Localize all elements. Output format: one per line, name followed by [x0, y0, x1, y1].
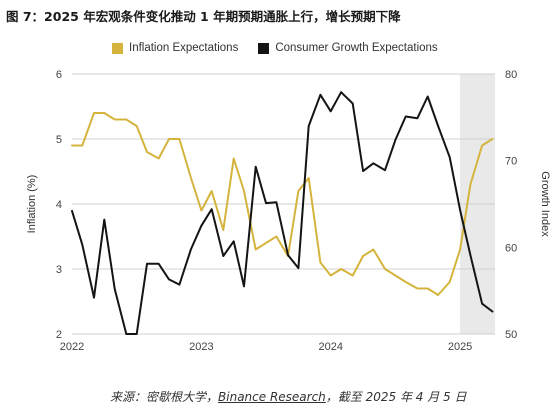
legend-item-growth: Consumer Growth Expectations — [258, 42, 438, 54]
x-tick-label-0: 2022 — [60, 341, 84, 353]
consumer-growth-expectations-line — [71, 91, 494, 335]
left-tick-label-2: 4 — [56, 199, 62, 211]
legend-item-inflation: Inflation Expectations — [112, 42, 238, 54]
left-tick-label-4: 6 — [56, 69, 62, 81]
right-tick-label-2: 70 — [505, 156, 517, 168]
left-tick-label-3: 5 — [56, 134, 62, 146]
legend-label-inflation: Inflation Expectations — [129, 42, 239, 54]
x-tick-label-2: 2024 — [318, 341, 342, 353]
inflation-expectations-line — [71, 112, 494, 296]
right-tick-label-0: 50 — [505, 329, 517, 341]
chart-legend: Inflation Expectations Consumer Growth E… — [112, 42, 458, 54]
source-link[interactable]: Binance Research — [218, 390, 326, 404]
x-tick-label-3: 2025 — [448, 341, 472, 353]
right-tick-label-1: 60 — [505, 242, 517, 254]
left-tick-label-1: 3 — [56, 264, 62, 276]
source-suffix: ，截至 2025 年 4 月 5 日 — [325, 390, 467, 404]
figure-source: 来源：密歇根大学，Binance Research，截至 2025 年 4 月 … — [110, 388, 467, 405]
right-tick-label-3: 80 — [505, 69, 517, 81]
y-axis-title-left: Inflation (%) — [26, 175, 38, 234]
legend-label-growth: Consumer Growth Expectations — [275, 42, 438, 54]
line-chart: 2 3 4 5 6 50 60 70 80 2022 2023 2024 2025 Inflation (… — [26, 69, 551, 353]
legend-swatch-growth — [258, 42, 270, 54]
source-prefix: 来源：密歇根大学， — [110, 390, 219, 404]
left-tick-label-0: 2 — [56, 329, 62, 341]
legend-swatch-inflation — [112, 42, 123, 54]
figure-title: 图 7：2025 年宏观条件变化推动 1 年期预期通胀上行，增长预期下降 — [6, 9, 401, 24]
y-axis-title-right: Growth Index — [539, 171, 551, 237]
x-tick-label-1: 2023 — [189, 341, 213, 353]
